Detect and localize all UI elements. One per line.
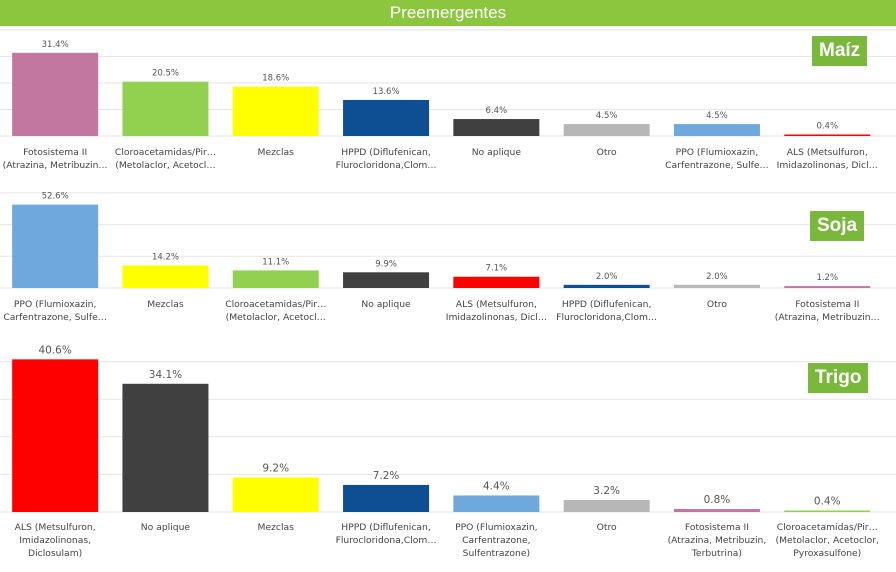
data-label: 0.4% [816, 122, 838, 132]
chart-trigo-plot: 40.6% 34.1% 9.2% 7.2% 4.4% 3.2% 0.8% 0.4% [0, 344, 896, 513]
data-label: 7.2% [373, 470, 400, 482]
bar[interactable] [453, 119, 540, 136]
x-tick-label: PPO (Flumioxazin, Carfentrazone, Sulfe… [3, 299, 107, 323]
chart-maiz-plot: 31.4% 20.5% 18.6% 13.6% 6.4% 4.5% 4.5% 0.4% [0, 29, 896, 137]
x-tick-label: Mezclas [147, 299, 184, 310]
data-label: 13.6% [373, 87, 400, 97]
chart-trigo: 40.6% 34.1% 9.2% 7.2% 4.4% 3.2% 0.8% 0.4% Trigo… [0, 340, 896, 572]
section-title: Preemergentes [0, 0, 896, 26]
data-label: 4.5% [706, 111, 728, 121]
data-label: 2.0% [596, 272, 618, 282]
x-tick-label: Fotosistema II (Atrazina, Metribuzin, Te… [667, 522, 767, 559]
chart-title-badge: Trigo [808, 363, 869, 393]
x-tick-label: PPO (Flumioxazin, Carfentrazone, Sulfent… [455, 522, 538, 559]
data-label: 2.0% [706, 272, 728, 282]
bar[interactable] [453, 495, 540, 512]
bar[interactable] [784, 134, 871, 137]
bar[interactable] [453, 276, 540, 288]
data-label: 9.2% [262, 462, 289, 474]
x-tick-label: HPPD (Diflufenican, Flurocloridona,Clom… [335, 147, 437, 171]
bar[interactable] [784, 510, 871, 512]
x-tick-label: Cloroacetamidas/Pir… (Metolaclor, Acetoc… [225, 299, 327, 323]
bar[interactable] [232, 270, 319, 288]
x-tick-label: HPPD (Diflufenican, Flurocloridona,Clom… [335, 522, 437, 546]
x-tick-label: ALS (Metsulfuron, Imidazolinonas, Dicl… [445, 299, 547, 323]
bar[interactable] [673, 124, 760, 136]
data-label: 9.9% [375, 259, 397, 269]
bar[interactable] [784, 286, 871, 288]
data-label: 31.4% [42, 40, 69, 50]
bar[interactable] [12, 359, 99, 512]
chart-title-badge: Soja [810, 211, 865, 241]
x-tick-label: Cloroacetamidas/Pir… (Metolaclor, Acetoc… [775, 522, 879, 559]
bar[interactable] [673, 284, 760, 288]
data-label: 18.6% [262, 74, 289, 84]
bar[interactable] [563, 284, 650, 288]
data-label: 0.8% [704, 494, 731, 506]
data-label: 6.4% [486, 106, 508, 116]
chart-title-badge: Maíz [812, 36, 868, 66]
chart-soja: 52.6% 14.2% 11.1% 9.9% 7.1% 2.0% 2.0% 1.2% Soja… [0, 178, 896, 330]
bar[interactable] [232, 477, 319, 512]
bar[interactable] [343, 272, 430, 288]
data-label: 7.1% [486, 264, 508, 274]
bar[interactable] [673, 508, 760, 512]
x-tick-label: Fotosistema II (Atrazina, Metribuzin… [2, 147, 108, 171]
chart-maiz: 31.4% 20.5% 18.6% 13.6% 6.4% 4.5% 4.5% 0.4% Maí… [0, 26, 896, 176]
data-label: 1.2% [816, 273, 838, 283]
bar[interactable] [343, 484, 430, 512]
data-label: 11.1% [262, 257, 289, 267]
bar[interactable] [563, 124, 650, 136]
x-tick-label: HPPD (Diflufenican, Flurocloridona,Clom… [556, 299, 658, 323]
x-tick-label: Otro [596, 522, 617, 533]
x-tick-label: No aplique [471, 147, 521, 158]
data-label: 4.4% [483, 480, 510, 492]
bar[interactable] [12, 204, 99, 288]
x-tick-label: No aplique [361, 299, 411, 310]
bar[interactable] [563, 499, 650, 512]
data-label: 34.1% [149, 369, 182, 381]
data-label: 3.2% [593, 485, 620, 497]
x-tick-label: PPO (Flumioxazin, Carfentrazone, Sulfe… [665, 147, 769, 171]
data-label: 40.6% [38, 344, 71, 356]
x-tick-label: Mezclas [257, 522, 294, 533]
x-tick-label: ALS (Metsulfuron, Imidazolinonas, Diclos… [14, 522, 96, 559]
data-label: 0.4% [814, 495, 841, 507]
bar[interactable] [343, 99, 430, 136]
data-label: 14.2% [152, 252, 179, 262]
x-tick-label: Otro [596, 147, 617, 158]
x-tick-label: Otro [706, 299, 727, 310]
data-label: 4.5% [596, 111, 618, 121]
data-label: 20.5% [152, 69, 179, 79]
x-tick-label: Fotosistema II (Atrazina, Metribuzin… [774, 299, 880, 323]
x-tick-label: Mezclas [257, 147, 294, 158]
x-tick-label: ALS (Metsulfuron, Imidazolinonas, Dicl… [776, 147, 878, 171]
bar[interactable] [122, 265, 209, 288]
chart-soja-plot: 52.6% 14.2% 11.1% 9.9% 7.1% 2.0% 2.0% 1.2% [0, 192, 896, 289]
data-label: 52.6% [42, 192, 69, 202]
bar[interactable] [232, 86, 319, 136]
x-tick-label: No aplique [140, 522, 191, 533]
bar[interactable] [122, 383, 209, 512]
bar[interactable] [12, 52, 99, 136]
x-tick-label: Cloroacetamidas/Pir… (Metolaclor, Acetoc… [114, 147, 216, 171]
bar[interactable] [122, 81, 209, 136]
